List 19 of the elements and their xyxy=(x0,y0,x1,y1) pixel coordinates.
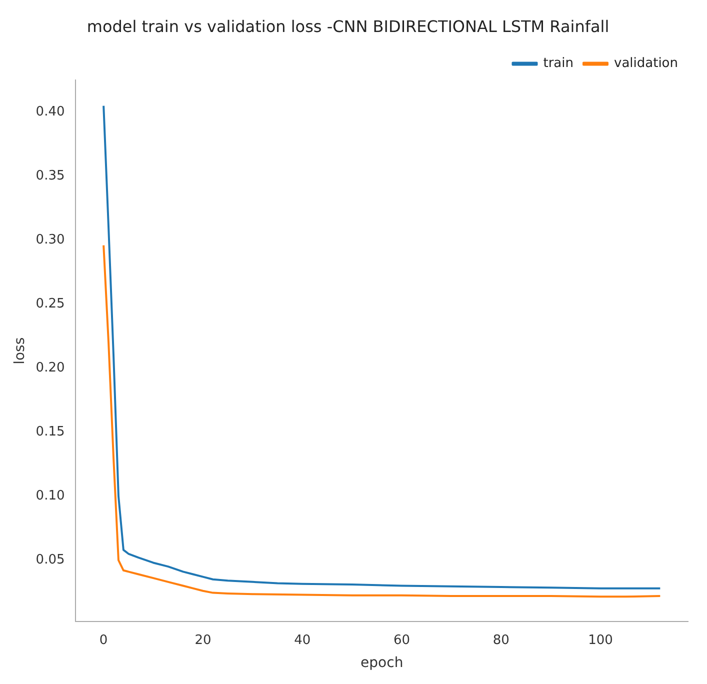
y-tick-label: 0.35 xyxy=(36,168,65,184)
y-tick-label: 0.25 xyxy=(36,296,65,312)
y-tick-label: 0.05 xyxy=(36,552,65,568)
x-tick-label: 80 xyxy=(492,632,510,648)
y-tick-label: 0.20 xyxy=(36,360,65,376)
y-tick-label: 0.10 xyxy=(36,488,65,504)
x-tick-label: 20 xyxy=(194,632,212,648)
legend-label: train xyxy=(543,56,574,72)
x-tick-label: 0 xyxy=(99,632,108,648)
y-axis-title: loss xyxy=(12,337,28,364)
x-axis-title: epoch xyxy=(360,655,404,672)
x-tick-label: 40 xyxy=(294,632,311,648)
x-tick-label: 60 xyxy=(393,632,410,648)
legend-label: validation xyxy=(614,56,678,72)
y-tick-label: 0.40 xyxy=(36,104,65,120)
y-tick-label: 0.15 xyxy=(36,424,65,440)
x-tick-label: 100 xyxy=(588,632,613,648)
chart-title: model train vs validation loss -CNN BIDIRECTIONAL LSTM Rainfall xyxy=(86,16,610,36)
y-tick-label: 0.30 xyxy=(36,232,65,248)
